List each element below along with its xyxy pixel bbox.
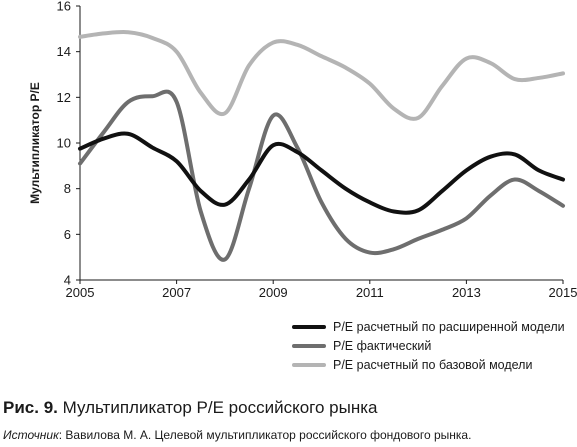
legend-label-base-model: P/E расчетный по базовой модели (333, 357, 533, 372)
figure-number: Рис. 9. (3, 398, 58, 417)
source-label: Источник (3, 428, 59, 442)
legend-swatch-base-model (292, 362, 326, 367)
legend-item-extended-model: P/E расчетный по расширенной модели (292, 317, 565, 336)
x-tick-label: 2007 (162, 285, 191, 300)
x-tick-label: 2005 (66, 285, 95, 300)
y-tick-label: 8 (64, 181, 71, 196)
y-tick-label: 6 (64, 227, 71, 242)
axes (79, 6, 563, 281)
y-axis-title: Мультипликатор P/E (28, 82, 42, 204)
source-note: Источник: Вавилова М. А. Целевой мультип… (3, 428, 471, 442)
legend-item-base-model: P/E расчетный по базовой модели (292, 355, 565, 374)
legend-swatch-extended-model (292, 324, 326, 329)
y-tick-label: 14 (57, 44, 71, 59)
figure-caption: Рис. 9. Мультипликатор P/E российского р… (3, 398, 378, 418)
series-line-extended-model (78, 131, 565, 215)
x-tick-label: 2015 (549, 285, 577, 300)
legend-swatch-actual (292, 343, 326, 348)
series-lines (78, 30, 565, 262)
tick-labels: 4 6 8 10 12 14 16 2005 2007 2009 2011 2013 2015 (57, 0, 577, 300)
series-line-base-model (78, 30, 565, 121)
y-tick-label: 10 (57, 136, 71, 151)
source-text: : Вавилова М. А. Целевой мультипликатор … (58, 428, 472, 442)
x-tick-label: 2013 (452, 285, 481, 300)
y-tick-label: 16 (57, 0, 71, 14)
legend-label-extended-model: P/E расчетный по расширенной модели (333, 319, 565, 334)
tick-marks (76, 5, 564, 284)
legend-item-actual: P/E фактический (292, 336, 565, 355)
y-tick-label: 12 (57, 90, 71, 105)
x-tick-label: 2011 (356, 285, 384, 300)
legend-label-actual: P/E фактический (333, 338, 432, 353)
y-tick-label: 4 (64, 273, 71, 288)
pe-multiplier-chart: 4 6 8 10 12 14 16 2005 2007 2009 2011 2013 2015 Муль… (28, 0, 577, 300)
series-line-actual (78, 89, 565, 262)
figure-title: Мультипликатор P/E российского рынка (62, 398, 378, 417)
chart-legend: P/E расчетный по расширенной модели P/E … (292, 317, 565, 374)
x-tick-label: 2009 (259, 285, 288, 300)
